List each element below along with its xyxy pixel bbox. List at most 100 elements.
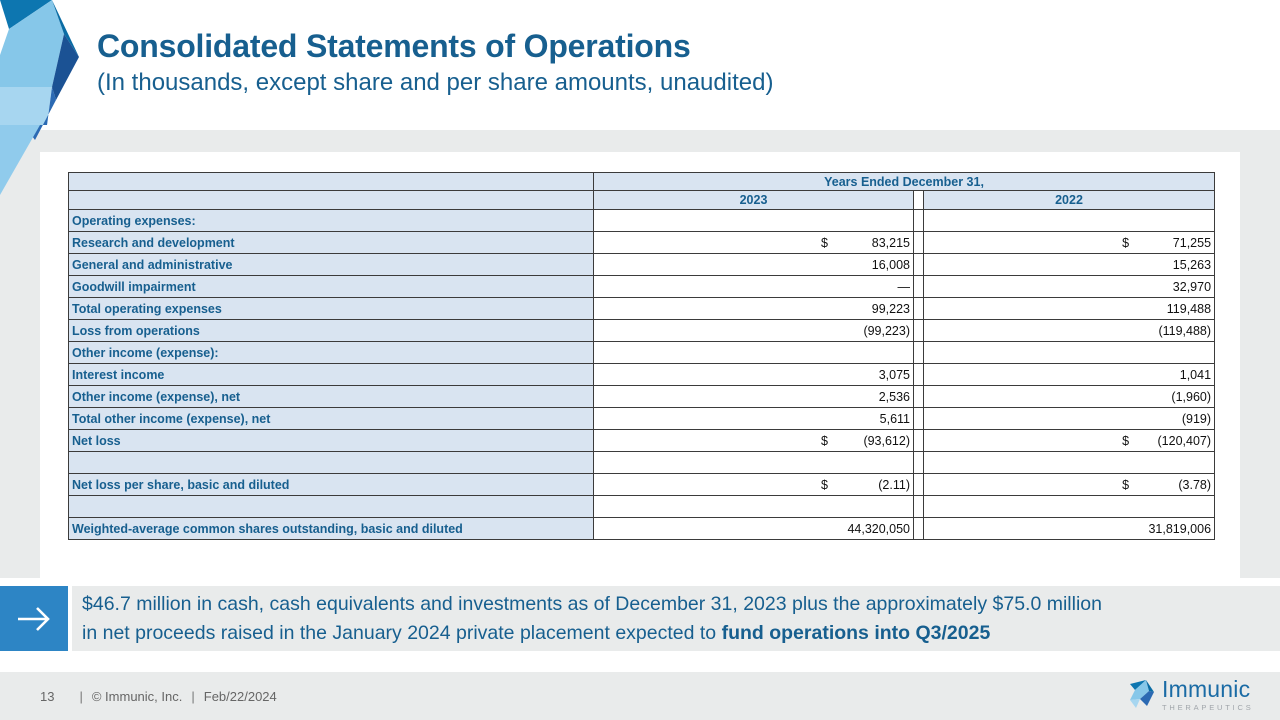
table-header-row-span: Years Ended December 31, bbox=[68, 172, 1216, 191]
dollar-sign: $ bbox=[1122, 477, 1130, 492]
table-row bbox=[68, 495, 1216, 518]
value-2022: $ (3.78) bbox=[922, 473, 1216, 496]
gem-logo-small-icon bbox=[1130, 680, 1154, 708]
value-2022: 119,488 bbox=[922, 297, 1216, 320]
row-label: Goodwill impairment bbox=[68, 275, 594, 298]
table-row: Research and development $83,215 $71,255 bbox=[68, 231, 1216, 254]
column-header-2022: 2022 bbox=[922, 190, 1216, 210]
value-2022 bbox=[922, 341, 1216, 364]
header-label-cell bbox=[68, 190, 594, 210]
footer-text: 13 | © Immunic, Inc. | Feb/22/2024 bbox=[40, 689, 277, 704]
value-2023: $83,215 bbox=[593, 231, 914, 254]
statements-table: Years Ended December 31, 2023 2022 Opera… bbox=[68, 172, 1216, 540]
spacer-cell bbox=[913, 319, 924, 342]
gem-logo-icon bbox=[0, 0, 79, 195]
callout-line-2-text: in net proceeds raised in the January 20… bbox=[82, 621, 722, 644]
title-block: Consolidated Statements of Operations (I… bbox=[97, 28, 773, 97]
dollar-sign: $ bbox=[1122, 433, 1130, 448]
row-label: Net loss per share, basic and diluted bbox=[68, 473, 594, 496]
row-label: Interest income bbox=[68, 363, 594, 386]
row-label: Research and development bbox=[68, 231, 594, 254]
value-2022 bbox=[922, 495, 1216, 518]
cell-value: 31,819,006 bbox=[1148, 521, 1212, 536]
cell-value: (3.78) bbox=[1178, 477, 1212, 492]
cell-value: (99,223) bbox=[863, 323, 910, 338]
table-row: Loss from operations (99,223) (119,488) bbox=[68, 319, 1216, 342]
cell-value: (1,960) bbox=[1171, 389, 1212, 404]
row-label bbox=[68, 495, 594, 518]
value-2022: (1,960) bbox=[922, 385, 1216, 408]
dollar-sign: $ bbox=[821, 433, 828, 448]
value-2023 bbox=[593, 341, 914, 364]
row-label: Weighted-average common shares outstandi… bbox=[68, 517, 594, 540]
value-2023: 44,320,050 bbox=[593, 517, 914, 540]
value-2023 bbox=[593, 451, 914, 474]
callout: $46.7 million in cash, cash equivalents … bbox=[72, 586, 1280, 651]
value-2023 bbox=[593, 495, 914, 518]
table-body: Operating expenses: Research and developm… bbox=[68, 209, 1216, 540]
table-row: Net loss per share, basic and diluted $ (2… bbox=[68, 473, 1216, 496]
row-label bbox=[68, 451, 594, 474]
table-row: Total other income (expense), net 5,611 (9… bbox=[68, 407, 1216, 430]
dollar-sign: $ bbox=[821, 477, 828, 492]
value-2022 bbox=[922, 209, 1216, 232]
spacer-cell bbox=[913, 407, 924, 430]
right-arrow-icon bbox=[18, 606, 50, 631]
table-row: General and administrative 16,008 15,263 bbox=[68, 253, 1216, 276]
spacer-cell bbox=[913, 297, 924, 320]
copyright-text: © Immunic, Inc. bbox=[91, 689, 183, 704]
spacer-cell bbox=[913, 363, 924, 386]
cell-value: 32,970 bbox=[1172, 279, 1212, 294]
cell-value: (919) bbox=[1181, 411, 1212, 426]
table-row: Interest income 3,075 1,041 bbox=[68, 363, 1216, 386]
row-label: Total operating expenses bbox=[68, 297, 594, 320]
spacer-cell bbox=[913, 451, 924, 474]
value-2022: $ (120,407) bbox=[922, 429, 1216, 452]
value-2022 bbox=[922, 451, 1216, 474]
callout-line-1: $46.7 million in cash, cash equivalents … bbox=[82, 592, 1102, 615]
row-label: Net loss bbox=[68, 429, 594, 452]
cell-value: 71,255 bbox=[1172, 235, 1212, 250]
table-row bbox=[68, 451, 1216, 474]
cell-value: 83,215 bbox=[871, 235, 910, 250]
table-row: Other income (expense): bbox=[68, 341, 1216, 364]
cell-value: 2,536 bbox=[878, 389, 910, 404]
cell-value: 3,075 bbox=[878, 367, 910, 382]
value-2022: 31,819,006 bbox=[922, 517, 1216, 540]
row-label: General and administrative bbox=[68, 253, 594, 276]
cell-value: 15,263 bbox=[1172, 257, 1212, 272]
value-2023: 2,536 bbox=[593, 385, 914, 408]
company-logo: Immunic THERAPEUTICS bbox=[1128, 678, 1254, 712]
cell-value: (120,407) bbox=[1157, 433, 1212, 448]
footer-separator: | bbox=[79, 689, 83, 704]
value-2023: $ (2.11) bbox=[593, 473, 914, 496]
table-row: Operating expenses: bbox=[68, 209, 1216, 232]
cell-value: 16,008 bbox=[871, 257, 910, 272]
column-header-2023: 2023 bbox=[593, 190, 914, 210]
value-2023: $ (93,612) bbox=[593, 429, 914, 452]
row-label: Total other income (expense), net bbox=[68, 407, 594, 430]
cell-value: 5,611 bbox=[879, 411, 910, 426]
spacer-cell bbox=[913, 429, 924, 452]
cell-value: 99,223 bbox=[871, 301, 910, 316]
cell-value: 119,488 bbox=[1166, 301, 1212, 316]
table-row: Weighted-average common shares outstandi… bbox=[68, 517, 1216, 540]
header-label-cell bbox=[68, 172, 594, 191]
row-label: Loss from operations bbox=[68, 319, 594, 342]
spacer-cell bbox=[913, 495, 924, 518]
spacer-cell bbox=[913, 341, 924, 364]
callout-line-2-bold: fund operations into Q3/2025 bbox=[721, 621, 991, 644]
spacer-cell bbox=[913, 253, 924, 276]
dollar-sign: $ bbox=[1122, 235, 1130, 250]
table-row: Total operating expenses 99,223 119,488 bbox=[68, 297, 1216, 320]
row-label: Other income (expense): bbox=[68, 341, 594, 364]
spacer-cell bbox=[913, 275, 924, 298]
value-2022: 1,041 bbox=[922, 363, 1216, 386]
page-title: Consolidated Statements of Operations bbox=[97, 28, 691, 64]
logo-tagline: THERAPEUTICS bbox=[1162, 703, 1254, 712]
cell-value: (2.11) bbox=[878, 477, 910, 492]
value-2022: (919) bbox=[922, 407, 1216, 430]
callout-line-2: in net proceeds raised in the January 20… bbox=[82, 619, 1280, 648]
footer-date: Feb/22/2024 bbox=[203, 689, 277, 704]
